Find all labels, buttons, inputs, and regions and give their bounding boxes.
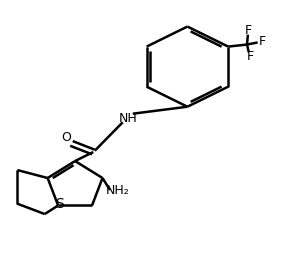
Text: F: F: [259, 35, 266, 48]
Text: O: O: [61, 131, 71, 144]
Text: F: F: [245, 24, 252, 37]
Text: NH₂: NH₂: [106, 184, 129, 197]
Text: NH: NH: [119, 112, 138, 125]
Text: S: S: [56, 197, 64, 211]
Text: F: F: [246, 50, 253, 63]
